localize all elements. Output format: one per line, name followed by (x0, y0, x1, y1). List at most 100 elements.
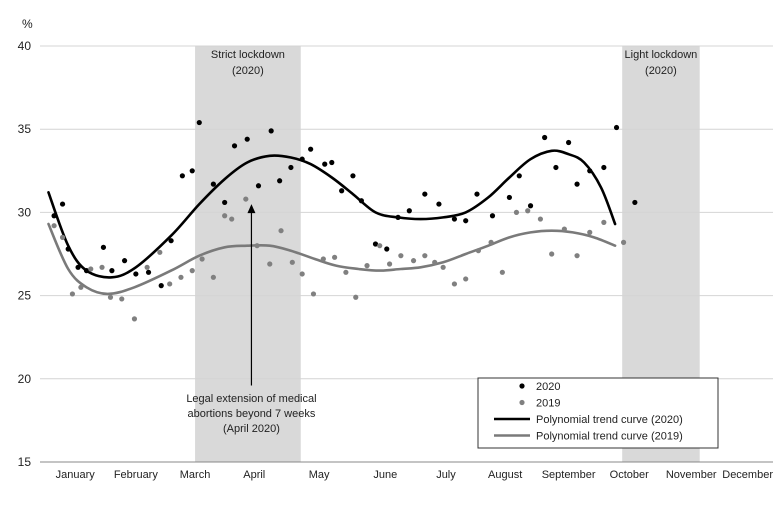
data-point-2019 (422, 253, 428, 259)
data-point-2020 (372, 241, 379, 247)
data-point-2019 (320, 256, 326, 262)
data-point-2019 (222, 213, 228, 219)
lockdown-regions: Strict lockdown (2020) Light lockdown (2020… (195, 46, 700, 462)
data-point-2020 (109, 268, 115, 274)
lockdown-label: Strict lockdown (211, 49, 285, 61)
y-tick-label: 40 (18, 39, 32, 53)
data-point-2020 (406, 208, 412, 214)
lockdown-label-year: (2020) (645, 65, 677, 77)
data-point-2020 (189, 168, 195, 174)
data-point-2020 (268, 128, 274, 134)
data-point-2020 (422, 191, 428, 197)
data-point-2020 (489, 213, 496, 219)
data-point-2020 (339, 188, 345, 194)
data-point-2019 (332, 254, 338, 260)
month-label: February (114, 469, 159, 481)
y-tick-label: 30 (18, 205, 32, 219)
data-point-2020 (384, 246, 390, 252)
data-point-2019 (99, 264, 105, 270)
lockdown-region (195, 46, 301, 462)
month-label: October (610, 469, 649, 481)
y-axis-unit: % (22, 17, 33, 31)
data-point-2020 (358, 198, 364, 204)
trend-curve (47, 222, 617, 296)
data-point-2020 (308, 146, 314, 152)
month-label: August (488, 469, 522, 481)
annotation-text: abortions beyond 7 weeks (188, 408, 316, 420)
legend-marker (519, 383, 525, 389)
month-label: January (56, 469, 96, 481)
data-point-2019 (107, 294, 114, 300)
data-point-2020 (527, 203, 534, 209)
x-axis: January February March April May June July Augu… (40, 461, 773, 481)
data-point-2019 (69, 291, 76, 297)
lockdown-label-year: (2020) (232, 65, 264, 77)
data-point-2020 (601, 164, 607, 171)
month-label: November (666, 469, 717, 481)
month-label: September (542, 469, 596, 481)
data-point-2019 (432, 259, 438, 265)
legend-label: Polynomial trend curve (2019) (536, 431, 683, 443)
data-point-2019 (601, 219, 607, 225)
data-point-2019 (254, 243, 260, 249)
data-point-2019 (144, 264, 150, 270)
policy-annotation: Legal extension of medical abortions beyo… (186, 204, 317, 435)
data-point-2019 (210, 274, 216, 280)
legend-label: Polynomial trend curve (2020) (536, 414, 683, 426)
data-point-2020 (516, 173, 522, 179)
data-point-2020 (506, 194, 513, 201)
data-point-2020 (222, 199, 228, 206)
data-point-2019 (587, 229, 593, 235)
data-point-2019 (451, 281, 458, 287)
data-point-2019 (178, 274, 184, 280)
y-tick-label: 20 (18, 372, 32, 386)
data-point-2019 (377, 243, 383, 249)
annotation-text: (April 2020) (223, 423, 280, 435)
trend-curve (47, 149, 617, 279)
legend-label: 2019 (536, 398, 560, 410)
month-label: April (243, 469, 265, 481)
data-point-2019 (398, 253, 404, 259)
data-point-2020 (395, 214, 401, 220)
legend-label: 2020 (536, 381, 560, 393)
data-point-2020 (255, 183, 262, 189)
data-point-2020 (613, 124, 620, 131)
y-axis: % 15 20 25 30 35 40 (18, 17, 33, 469)
data-point-2020 (542, 134, 548, 141)
data-point-2019 (199, 256, 205, 262)
data-point-2019 (353, 294, 359, 300)
data-point-2019 (440, 264, 446, 270)
data-point-2019 (289, 259, 295, 265)
month-label: March (180, 469, 211, 481)
data-point-2020 (277, 178, 283, 184)
data-point-2019 (88, 266, 94, 272)
month-label: June (373, 469, 397, 481)
data-point-2020 (65, 246, 71, 252)
data-point-2020 (474, 191, 480, 197)
data-point-2019 (343, 269, 349, 275)
data-point-2020 (83, 268, 90, 274)
data-point-2019 (131, 316, 138, 322)
data-point-2019 (59, 234, 66, 240)
legend-marker (519, 399, 525, 406)
data-point-2020 (51, 213, 57, 219)
data-point-2020 (322, 161, 328, 167)
data-point-2019 (574, 253, 580, 259)
data-point-2020 (168, 238, 174, 244)
data-point-2019 (475, 248, 481, 254)
data-point-2019 (499, 269, 505, 275)
data-point-2020 (59, 201, 66, 207)
data-point-2020 (231, 143, 238, 149)
data-point-2020 (436, 201, 442, 207)
data-point-2019 (78, 284, 84, 290)
data-point-2019 (167, 281, 173, 287)
data-point-2019 (157, 249, 163, 255)
data-point-2019 (364, 263, 370, 269)
data-point-2020 (553, 164, 559, 171)
data-point-2019 (463, 276, 469, 282)
data-point-2019 (386, 261, 393, 267)
y-tick-label: 35 (18, 122, 32, 136)
data-point-2020 (463, 218, 469, 224)
annotation-arrowhead (247, 204, 256, 214)
data-point-2020 (350, 173, 356, 179)
